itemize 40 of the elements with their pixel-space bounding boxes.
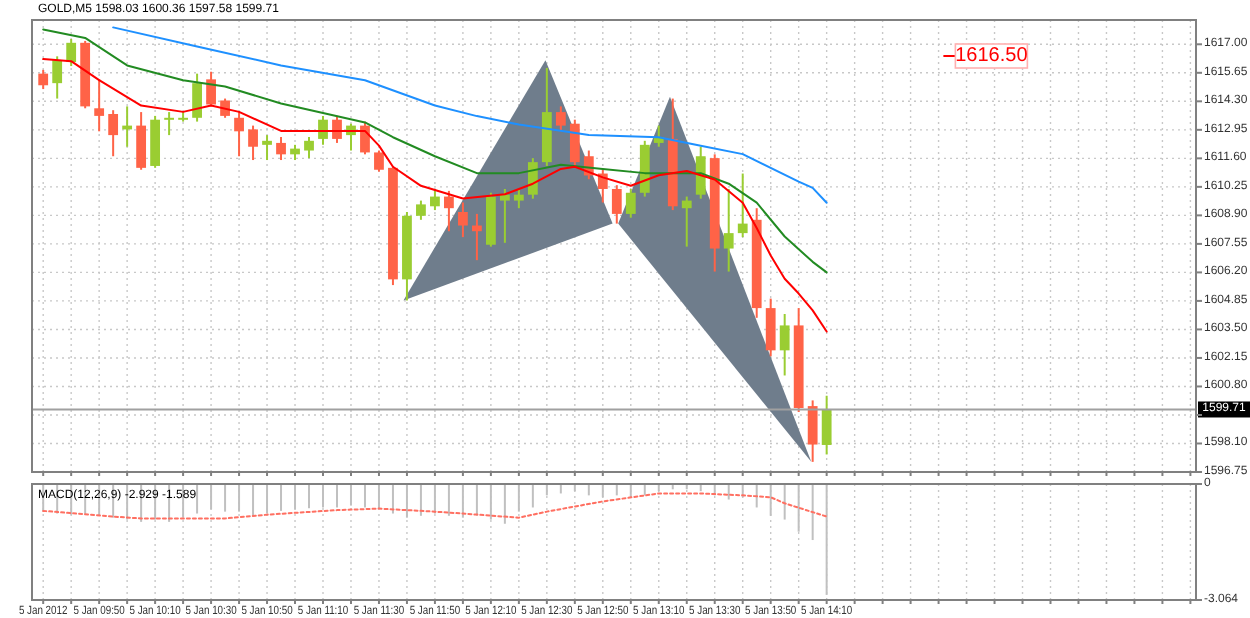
candlestick [192,72,202,123]
candlestick [416,199,426,221]
candlestick [164,111,174,137]
line-series [42,492,828,520]
candlestick [66,38,77,68]
candlestick [555,105,566,133]
candlestick [150,114,161,169]
candlestick [374,149,384,173]
candlestick [52,55,63,100]
candlestick [513,187,524,210]
candlestick [94,78,105,133]
candlestick [206,70,216,108]
candlestick [737,172,748,239]
candlestick [38,68,49,91]
candlestick [681,195,692,248]
candlestick [779,313,790,377]
candlestick [248,124,258,162]
candlestick [430,187,440,212]
candlestick [276,136,286,162]
candlestick [625,187,636,219]
candlestick [765,297,776,358]
candlestick [807,399,818,463]
line-series [42,28,828,274]
candlestick [262,134,272,162]
line-series [112,26,828,204]
candlestick [723,187,734,273]
candlestick [458,201,468,239]
candlestick [499,187,510,244]
candlestick [639,139,650,198]
candlestick [136,111,147,171]
candlestick [611,184,622,225]
candlestick [318,114,328,146]
candlestick [108,109,119,158]
candlestick [234,111,244,158]
annotation: 1616.50 [955,45,1029,67]
candlestick [304,136,314,160]
candlestick [332,114,342,144]
candlestick [821,394,832,456]
candlestick [569,118,580,167]
candlestick [444,189,454,233]
